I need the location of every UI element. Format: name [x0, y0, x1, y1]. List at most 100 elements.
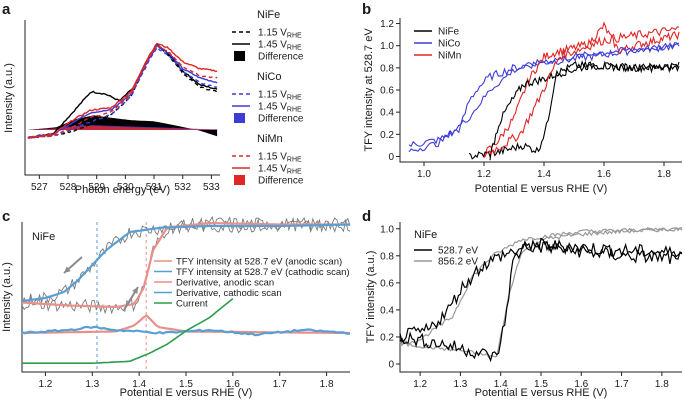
x-axis-d-tick-label: 1.4 — [494, 379, 508, 390]
x-axis-d-tick-label: 1.8 — [655, 379, 669, 390]
panel-label-d: d — [362, 208, 371, 225]
x-axis-label-d: Potential E versus RHE (V) — [475, 387, 608, 399]
spectrum-line-5 — [27, 42, 218, 139]
y-axis-d-tick-label: 0 — [388, 360, 394, 371]
panel-title-c: NiFe — [32, 231, 55, 243]
legend-title-nico: NiCo — [257, 71, 281, 83]
legend-label-c-4: Current — [176, 299, 208, 310]
current-line — [22, 297, 234, 365]
spectrum-line-2 — [27, 46, 218, 139]
y-axis-label-c: Intensity (a.u.) — [1, 262, 13, 332]
x-axis-a-tick-label: 533 — [203, 182, 220, 193]
x-axis-b-tick-label: 1.8 — [657, 169, 671, 180]
x-axis-b-tick-label: 1.0 — [417, 169, 431, 180]
x-axis-c-tick-label: 1.7 — [273, 379, 287, 390]
x-axis-c-tick-label: 1.3 — [85, 379, 99, 390]
y-axis-b-tick-label: 1.2 — [380, 19, 394, 30]
difference-area-nimn — [27, 125, 218, 130]
x-axis-b-tick-label: 1.2 — [477, 169, 491, 180]
y-axis-d-tick-label: 0.4 — [380, 305, 394, 316]
x-axis-c-tick-label: 1.5 — [179, 379, 193, 390]
legend-label-c-0: TFY intensity at 528.7 eV (anodic scan) — [176, 257, 342, 268]
series-line-d-0 — [399, 238, 683, 363]
x-axis-a-tick-label: 532 — [174, 182, 191, 193]
legend-swatch-difference — [234, 175, 245, 185]
legend-label-d-0: 528.7 eV — [438, 246, 478, 257]
legend-swatch-difference — [234, 51, 245, 61]
panel-title-d: NiFe — [414, 229, 437, 241]
legend-entry-label: 1.15 VRHE — [258, 152, 302, 164]
legend-label-b-nimn: NiMn — [438, 51, 461, 62]
legend-entry-label: 1.45 VRHE — [258, 40, 302, 52]
arrow-anodic-head — [132, 287, 138, 294]
spectrum-line-4 — [27, 44, 218, 139]
y-axis-b-tick-label: 1.0 — [380, 41, 394, 52]
x-axis-d-tick-label: 1.2 — [413, 379, 427, 390]
panel-label-a: a — [2, 1, 11, 18]
legend-label-b-nife: NiFe — [438, 27, 460, 38]
x-axis-b-tick-label: 1.4 — [537, 169, 551, 180]
y-axis-b-tick-label: 0 — [388, 152, 394, 163]
x-axis-a-tick-label: 527 — [31, 182, 48, 193]
series-line-3 — [483, 21, 680, 158]
axes-frame-d — [399, 222, 682, 373]
axes-frame-a — [24, 20, 220, 176]
legend-entry-label: Difference — [258, 114, 304, 125]
x-axis-c-tick-label: 1.2 — [38, 379, 52, 390]
x-axis-label-c: Potential E versus RHE (V) — [120, 387, 253, 399]
x-axis-c-tick-label: 1.8 — [320, 379, 334, 390]
x-axis-a-tick-label: 528 — [60, 182, 77, 193]
legend-entry-label: 1.45 VRHE — [258, 164, 302, 176]
x-axis-c-tick-label: 1.4 — [132, 379, 146, 390]
y-axis-b-tick-label: 0.2 — [380, 130, 394, 141]
y-axis-label-a: Intensity (a.u.) — [3, 63, 15, 133]
y-axis-d-tick-label: 1.0 — [380, 224, 394, 235]
x-axis-b-tick-label: 1.6 — [597, 169, 611, 180]
legend-entry-label: Difference — [258, 176, 304, 187]
x-axis-label-a: Photon energy (eV) — [75, 184, 170, 196]
x-axis-a-tick-label: 530 — [117, 182, 134, 193]
legend-label-c-2: Derivative, anodic scan — [176, 278, 274, 289]
series-line-nico-cathodic — [408, 41, 680, 153]
x-axis-d-tick-label: 1.3 — [453, 379, 467, 390]
raw-cathodic-line — [21, 217, 351, 306]
tfy-cathodic-line — [21, 223, 351, 303]
legend-entry-label: 1.15 VRHE — [258, 90, 302, 102]
x-axis-a-tick-label: 529 — [88, 182, 105, 193]
y-axis-d-tick-label: 0.2 — [380, 332, 394, 343]
legend-label-d-1: 856.2 eV — [438, 257, 478, 268]
series-line-0 — [468, 60, 680, 160]
x-axis-label-b: Potential E versus RHE (V) — [475, 183, 608, 195]
legend-label-c-1: TFY intensity at 528.7 eV (cathodic scan… — [176, 267, 350, 278]
x-axis-d-tick-label: 1.6 — [574, 379, 588, 390]
y-axis-label-b: TFY intensity at 528.7 eV — [363, 28, 375, 152]
y-axis-label-d: TFY intensity (a.u.) — [365, 251, 377, 344]
arrow-cathodic-head — [64, 266, 71, 273]
series-line-d-1 — [399, 237, 683, 344]
axes-frame-b — [399, 18, 682, 163]
legend-entry-label: Difference — [258, 52, 304, 63]
legend-entry-label: 1.45 VRHE — [258, 102, 302, 114]
legend-label-c-3: Derivative, cathodic scan — [176, 288, 282, 299]
x-axis-a-tick-label: 531 — [146, 182, 163, 193]
panel-label-c: c — [2, 208, 10, 225]
panel-label-b: b — [362, 1, 371, 18]
axes-frame-c — [21, 222, 350, 373]
legend-swatch-difference — [234, 113, 245, 123]
x-axis-d-tick-label: 1.5 — [534, 379, 548, 390]
panel-d: d 0 0.2 0.4 0.6 0.8 1.0 1.2 1.3 1.4 1.5 1.6 1.7 1.8 TF… — [362, 208, 683, 399]
y-axis-b-tick-label: 0.8 — [380, 63, 394, 74]
panel-a: a Intensity (a.u.) 527 528 529 530 531 532 533 Ph… — [2, 1, 304, 196]
x-axis-d-tick-label: 1.7 — [615, 379, 629, 390]
x-axis-c-tick-label: 1.6 — [226, 379, 240, 390]
legend-title-nife: NiFe — [257, 9, 280, 21]
legend-entry-label: 1.15 VRHE — [258, 28, 302, 40]
y-axis-b-tick-label: 0.6 — [380, 86, 394, 97]
tfy-anodic-line — [21, 222, 350, 309]
legend-label-b-nico: NiCo — [438, 39, 461, 50]
y-axis-d-tick-label: 0.6 — [380, 278, 394, 289]
panel-b: b 0 0.2 0.4 0.6 0.8 1.0 1.2 1.0 1.2 1.4 1.6 1.8 TFY i… — [362, 1, 682, 195]
y-axis-b-tick-label: 0.4 — [380, 108, 394, 119]
y-axis-d-tick-label: 0.8 — [380, 251, 394, 262]
